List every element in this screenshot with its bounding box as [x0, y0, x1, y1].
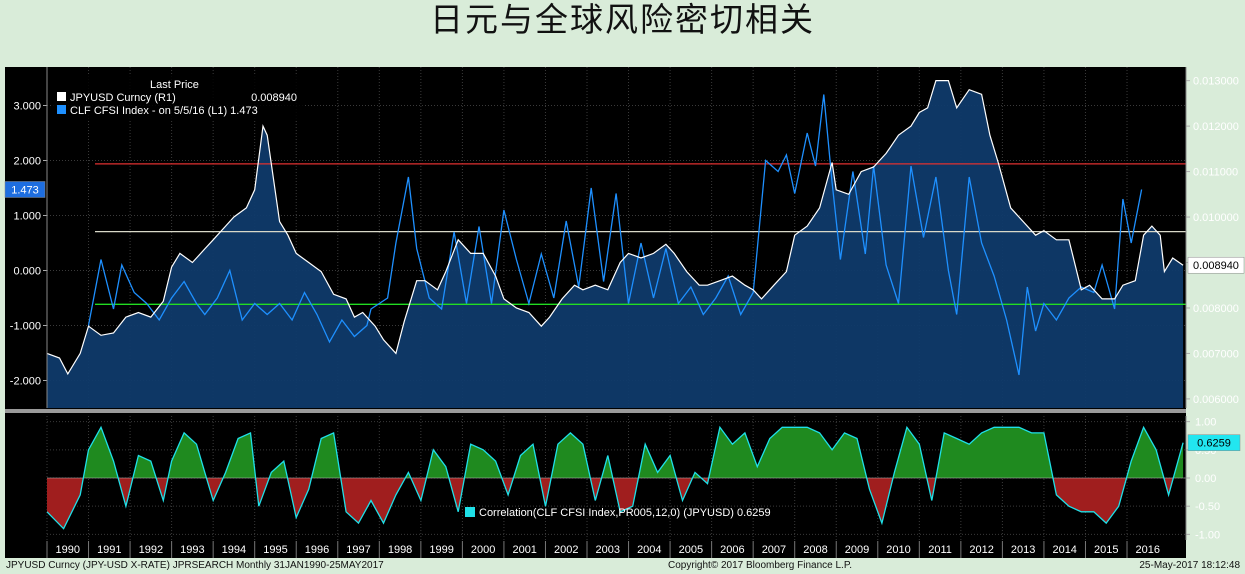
x-tick-label: 2014 — [1052, 544, 1076, 556]
x-tick-label: 1993 — [180, 544, 204, 556]
x-tick-label: 2006 — [720, 544, 744, 556]
corr-y-tick-label: -1.00 — [1195, 529, 1220, 541]
corr-y-tick-label: 0.00 — [1195, 473, 1216, 485]
jpyusd-line — [46, 79, 1184, 376]
corr-legend-swatch — [465, 507, 475, 517]
left-last-value-box — [4, 181, 46, 198]
corr-legend-label: Correlation(CLF CFSI Index,PR005,12,0) (… — [479, 507, 771, 519]
corr-last-value: 0.6259 — [1197, 438, 1231, 450]
legend-swatch — [57, 105, 66, 114]
jpyusd-area — [47, 80, 1184, 408]
right-y-tick-label: 0.011000 — [1193, 167, 1238, 179]
left-y-tick-label: 0.000 — [13, 266, 41, 278]
footer-right: 25-May-2017 18:12:48 — [1139, 560, 1240, 571]
upper-legend-box — [52, 76, 304, 120]
right-last-value-box — [1187, 256, 1245, 274]
x-axis-band — [5, 541, 1186, 558]
legend-value: 0.008940 — [251, 92, 297, 104]
corr-line — [46, 425, 1184, 530]
right-last-value: 0.008940 — [1193, 260, 1239, 272]
x-tick-label: 2001 — [512, 544, 536, 556]
chart-title: 日元与全球风险密切相关 — [430, 0, 815, 39]
x-tick-label: 1992 — [139, 544, 163, 556]
series-lines — [46, 79, 1184, 376]
x-tick-label: 2002 — [554, 544, 578, 556]
x-tick-label: 2004 — [637, 544, 661, 556]
x-tick-label: 1998 — [388, 544, 412, 556]
x-tick-label: 1996 — [305, 544, 329, 556]
correlation-area — [46, 425, 1186, 530]
axes: 1990 1991 1992 1993 1994 1995 1996 1997 1998 1999… — [4, 67, 1245, 558]
left-y-tick-label: -1.000 — [10, 321, 41, 333]
x-tick-label: 1995 — [263, 544, 287, 556]
x-tick-label: 2016 — [1136, 544, 1160, 556]
x-tick-label: 2011 — [928, 544, 952, 556]
corr-y-tick-label: 1.00 — [1195, 417, 1216, 429]
corr-last-value-box — [1187, 434, 1241, 451]
cfsi-line — [87, 94, 1143, 376]
x-tick-label: 2015 — [1094, 544, 1118, 556]
right-y-tick-label: 0.006000 — [1193, 394, 1239, 406]
x-tick-label: 1990 — [56, 544, 80, 556]
reference-lines — [95, 163, 1186, 305]
x-tick-label: 2010 — [886, 544, 910, 556]
x-tick-label: 2000 — [471, 544, 495, 556]
x-tick-label: 2005 — [679, 544, 703, 556]
panel-divider — [5, 409, 1186, 413]
legend-label: CLF CFSI Index - on 5/5/16 (L1) 1.473 — [70, 105, 258, 117]
x-tick-label: 1997 — [346, 544, 370, 556]
legend-header: Last Price — [150, 79, 199, 91]
footer-center: Copyright© 2017 Bloomberg Finance L.P. — [668, 560, 852, 571]
right-y-tick-label: 0.010000 — [1193, 212, 1239, 224]
x-tick-label: 2013 — [1011, 544, 1035, 556]
corr-positive-fill — [47, 427, 1184, 478]
legend-label: JPYUSD Curncy (R1) — [70, 92, 176, 104]
left-y-tick-label: 1.000 — [13, 211, 41, 223]
footer-left: JPYUSD Curncy (JPY-USD X-RATE) JPRSEARCH… — [6, 560, 384, 571]
x-tick-label: 1999 — [429, 544, 453, 556]
right-y-tick-label: 0.007000 — [1193, 348, 1239, 360]
x-tick-label: 2007 — [762, 544, 786, 556]
x-tick-label: 1994 — [222, 544, 246, 556]
right-y-tick-label: 0.013000 — [1193, 76, 1239, 88]
footer-band — [0, 558, 1245, 574]
x-tick-label: 2003 — [596, 544, 620, 556]
left-y-tick-label: 2.000 — [13, 156, 41, 168]
x-tick-label: 2009 — [845, 544, 869, 556]
jpyusd-fill — [47, 80, 1184, 408]
left-y-tick-label: -2.000 — [10, 376, 41, 388]
left-y-tick-label: 3.000 — [13, 101, 41, 113]
right-y-tick-label: 0.012000 — [1193, 121, 1239, 133]
corr-y-tick-label: -0.50 — [1195, 501, 1220, 513]
legend-swatch — [57, 92, 66, 101]
left-last-value: 1.473 — [11, 184, 39, 196]
x-tick-label: 1991 — [97, 544, 121, 556]
x-tick-label: 2012 — [969, 544, 993, 556]
x-tick-label: 2008 — [803, 544, 827, 556]
right-y-tick-label: 0.008000 — [1193, 303, 1239, 315]
